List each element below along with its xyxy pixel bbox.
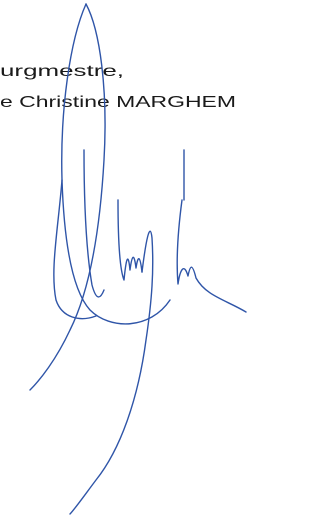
page: urgmestre, e Christine MARGHEM (() => { … [0, 0, 254, 518]
signature [30, 4, 246, 514]
text-line: urgmestre, [0, 63, 124, 80]
document: urgmestre, e Christine MARGHEM [0, 0, 254, 518]
text-line: e Christine MARGHEM [0, 94, 236, 111]
